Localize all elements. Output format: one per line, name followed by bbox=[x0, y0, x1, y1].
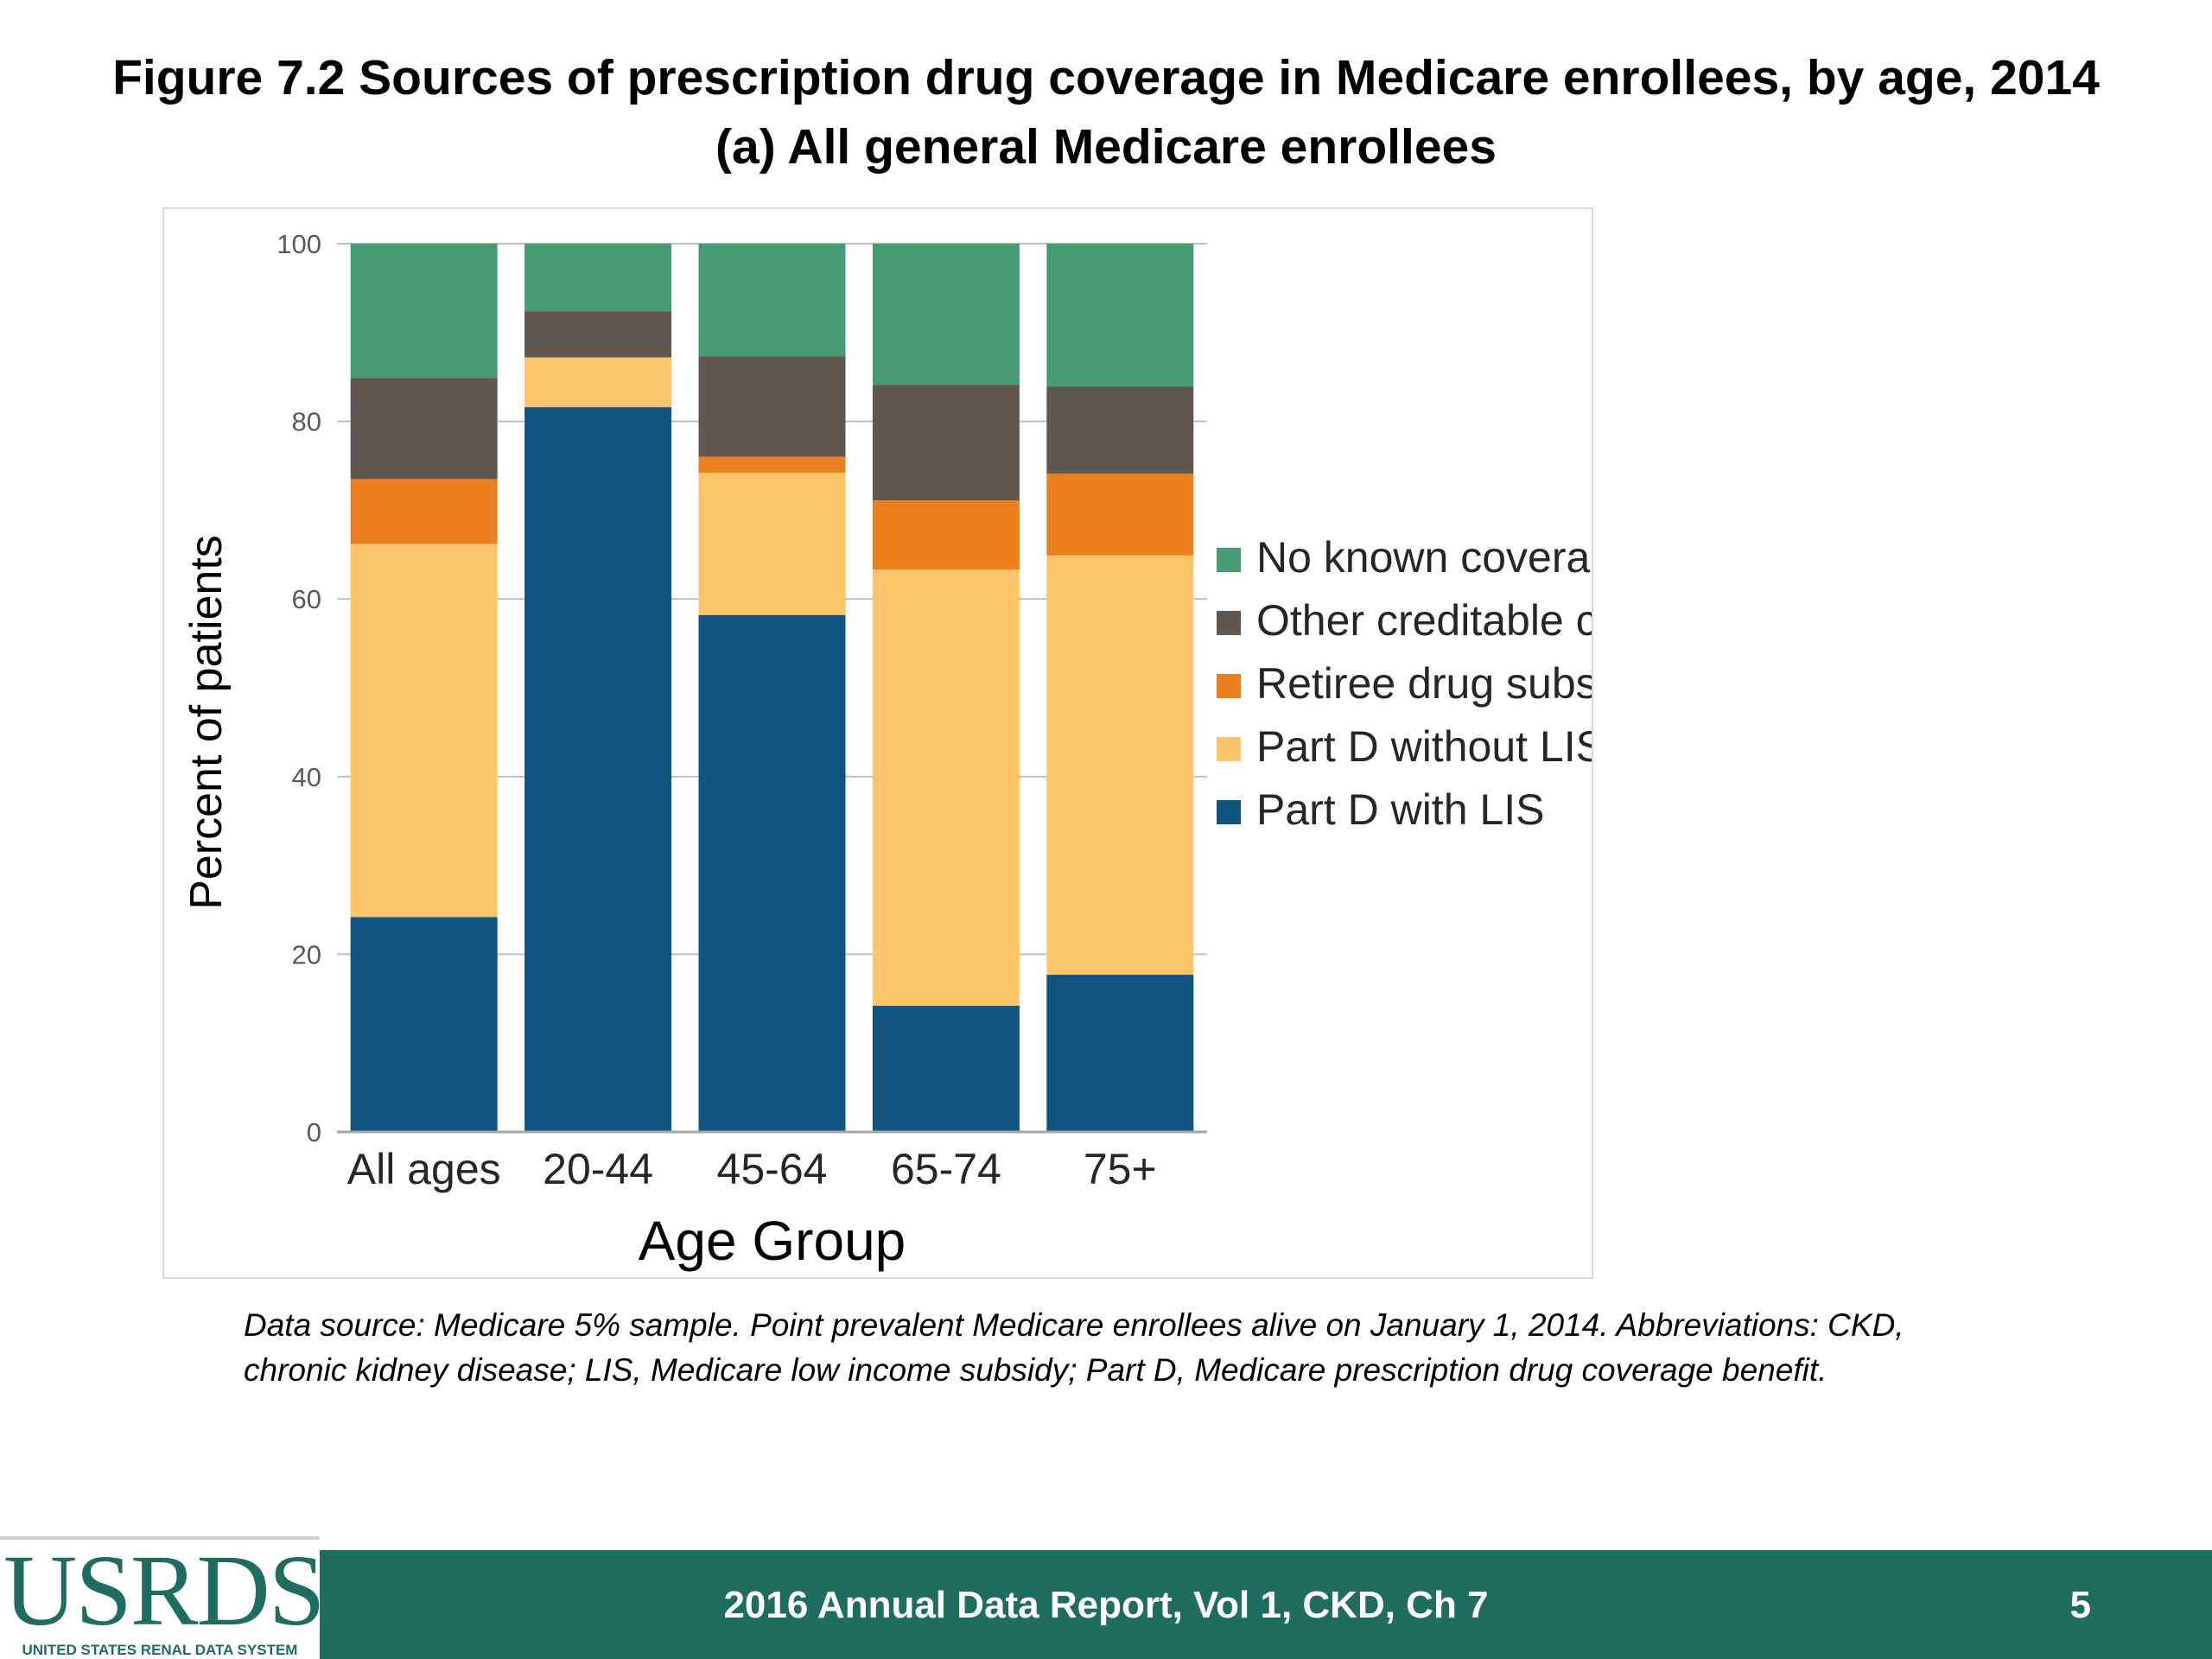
x-axis-title: Age Group bbox=[639, 1210, 906, 1272]
bar-segment-45-64-2 bbox=[698, 456, 846, 474]
bar-segment-20-44-0 bbox=[524, 407, 672, 1132]
bar-segment-all-ages-0 bbox=[350, 917, 498, 1132]
legend-swatch-3 bbox=[1217, 737, 1241, 761]
bar-segment-75+-0 bbox=[1046, 975, 1194, 1132]
legend-swatch-1 bbox=[1217, 611, 1241, 635]
bar-segment-65-74-3 bbox=[872, 385, 1020, 501]
source-note-line-2: chronic kidney disease; LIS, Medicare lo… bbox=[244, 1352, 1827, 1388]
legend-label-2: Retiree drug subsidy bbox=[1256, 659, 1592, 708]
logo-wordmark: USRDS bbox=[3, 1534, 325, 1647]
bar-segment-all-ages-2 bbox=[350, 479, 498, 544]
bar-segment-20-44-1 bbox=[524, 357, 672, 408]
x-tick-label-2: 45-64 bbox=[717, 1145, 828, 1193]
x-tick-label-1: 20-44 bbox=[543, 1145, 653, 1193]
y-tick-label-40: 40 bbox=[292, 762, 321, 792]
usrds-logo: USRDS UNITED STATES RENAL DATA SYSTEM bbox=[0, 1534, 325, 1659]
legend-swatch-2 bbox=[1217, 674, 1241, 698]
bar-segment-75+-1 bbox=[1046, 555, 1194, 976]
y-tick-label-100: 100 bbox=[276, 229, 321, 259]
legend-label-1: Other creditable coverage bbox=[1256, 596, 1592, 645]
legend-label-4: Part D with LIS bbox=[1256, 785, 1544, 834]
bar-segment-65-74-0 bbox=[872, 1006, 1020, 1132]
legend-label-3: Part D without LIS bbox=[1256, 722, 1592, 771]
bar-segment-65-74-1 bbox=[872, 569, 1020, 1007]
x-tick-label-0: All ages bbox=[347, 1145, 501, 1193]
bar-segment-65-74-4 bbox=[872, 244, 1020, 385]
legend-label-0: No known coverage bbox=[1256, 533, 1592, 582]
page-number: 5 bbox=[2069, 1584, 2091, 1626]
bar-segment-45-64-1 bbox=[698, 473, 846, 615]
bar-segment-65-74-2 bbox=[872, 500, 1020, 570]
y-tick-label-60: 60 bbox=[292, 584, 321, 614]
y-tick-label-80: 80 bbox=[292, 407, 321, 437]
bar-segment-all-ages-3 bbox=[350, 378, 498, 480]
bar-segment-75+-2 bbox=[1046, 474, 1194, 556]
chart-frame: 0 20 40 60 80 100 All ages 20-44 45-64 65-74 75+ Ag… bbox=[162, 207, 1593, 1279]
footer-bar bbox=[0, 1550, 2212, 1659]
bar-segment-20-44-3 bbox=[524, 311, 672, 358]
stacked-bar-chart: 0 20 40 60 80 100 All ages 20-44 45-64 65-74 75+ Ag… bbox=[181, 229, 1592, 1272]
y-axis-title: Percent of patients bbox=[181, 535, 232, 910]
source-note-line-1: Data source: Medicare 5% sample. Point p… bbox=[244, 1307, 1904, 1343]
logo-subtitle: UNITED STATES RENAL DATA SYSTEM bbox=[22, 1642, 298, 1658]
title-line-2: (a) All general Medicare enrollees bbox=[715, 119, 1497, 175]
figure-title: Figure 7.2 Sources of prescription drug … bbox=[0, 43, 2212, 181]
bar-segment-75+-3 bbox=[1046, 386, 1194, 474]
x-tick-label-3: 65-74 bbox=[891, 1145, 1001, 1193]
bar-segment-all-ages-1 bbox=[350, 543, 498, 918]
bar-segment-45-64-3 bbox=[698, 356, 846, 457]
legend-swatch-4 bbox=[1217, 800, 1241, 824]
source-note: Data source: Medicare 5% sample. Point p… bbox=[244, 1303, 2058, 1393]
bar-segment-20-44-4 bbox=[524, 244, 672, 312]
bar-segment-all-ages-4 bbox=[350, 244, 498, 378]
x-tick-label-4: 75+ bbox=[1084, 1145, 1157, 1193]
y-tick-label-0: 0 bbox=[307, 1117, 321, 1147]
bar-segment-45-64-4 bbox=[698, 244, 846, 357]
y-tick-label-20: 20 bbox=[292, 939, 321, 969]
bar-segment-45-64-0 bbox=[698, 614, 846, 1132]
title-line-1: Figure 7.2 Sources of prescription drug … bbox=[112, 50, 2100, 105]
legend-swatch-0 bbox=[1217, 548, 1241, 572]
footer-report-label: 2016 Annual Data Report, Vol 1, CKD, Ch … bbox=[723, 1584, 1489, 1626]
bar-segment-75+-4 bbox=[1046, 244, 1194, 387]
